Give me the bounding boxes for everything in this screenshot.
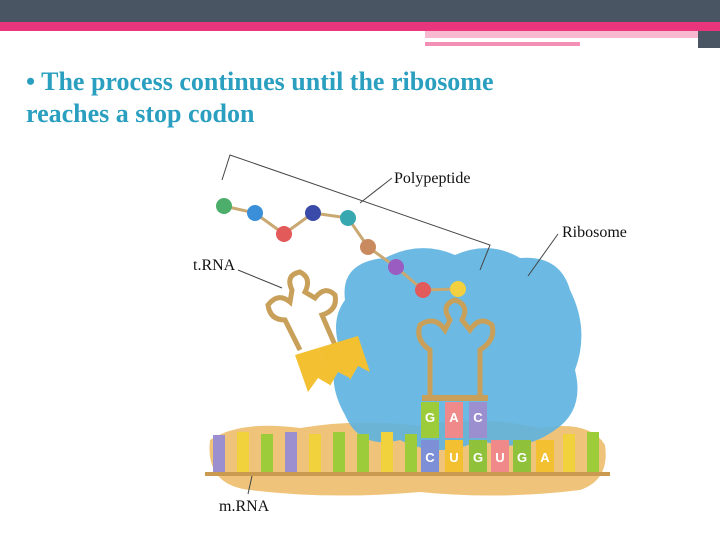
- base-letters: G A CC U G U G A: [425, 410, 550, 465]
- label-trna: t.RNA: [193, 257, 236, 274]
- base-letter: U: [449, 450, 458, 465]
- trna-leaving: [265, 269, 338, 352]
- base-letter: A: [449, 410, 459, 425]
- slide-title: • The process continues until the riboso…: [26, 67, 494, 128]
- pink-strip: [425, 31, 698, 38]
- base-letter: G: [517, 450, 527, 465]
- base-letter: C: [425, 450, 435, 465]
- base-letter: C: [473, 410, 483, 425]
- base-letter: A: [540, 450, 550, 465]
- trna-bound: [416, 297, 496, 400]
- trna-leaving-bases: [295, 336, 370, 392]
- pink-strip-2: [425, 42, 580, 46]
- amino-acids: [216, 198, 466, 298]
- top-bar: [0, 0, 720, 22]
- base-letter: G: [425, 410, 435, 425]
- codon-boxes: [421, 402, 554, 472]
- ribosome: [333, 248, 582, 450]
- label-polypeptide: Polypeptide: [394, 170, 470, 187]
- base-letter: G: [473, 450, 483, 465]
- label-mrna: m.RNA: [219, 498, 270, 515]
- mrna-bases: [213, 432, 599, 475]
- label-ribosome: Ribosome: [562, 224, 627, 241]
- base-letter: U: [495, 450, 504, 465]
- pink-bar: [0, 22, 720, 31]
- leader-lines: [221, 154, 559, 495]
